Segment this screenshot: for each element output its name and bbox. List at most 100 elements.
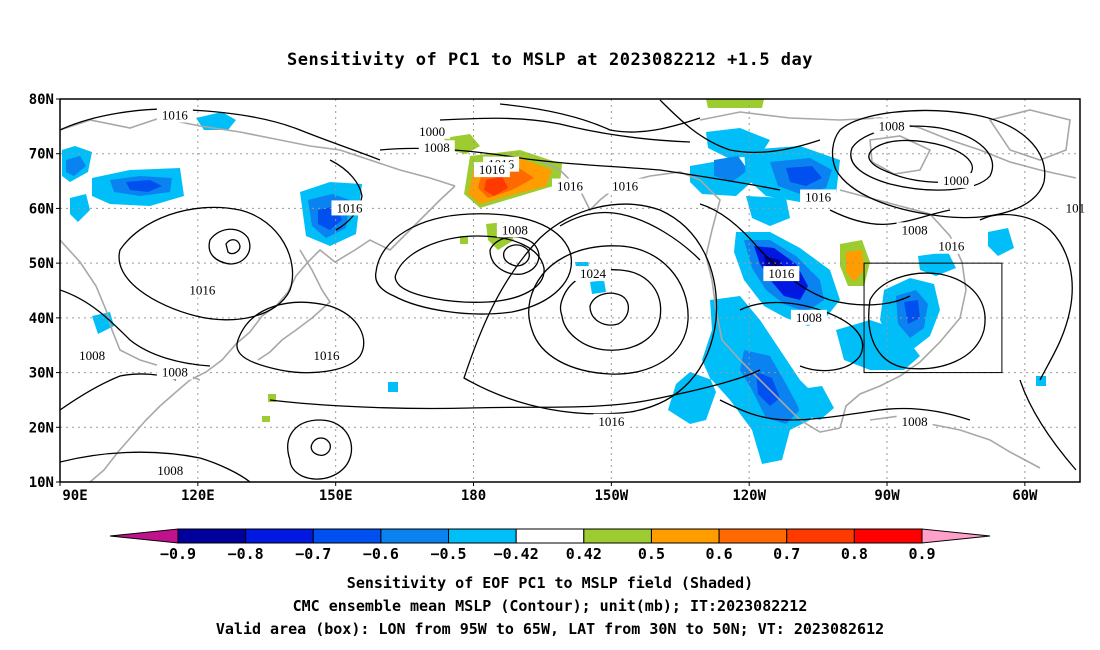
shade-patch-neg xyxy=(714,156,748,182)
contour-label: 1016 xyxy=(189,283,216,298)
shade-patch-pos xyxy=(484,176,508,196)
lon-tick-label: 120E xyxy=(181,488,215,504)
mslp-contour xyxy=(236,301,365,374)
colorbar-bin xyxy=(448,528,517,544)
lon-tick-label: 90W xyxy=(874,488,900,504)
coastline xyxy=(539,159,841,433)
colorbar-tick-label: 0.7 xyxy=(773,545,800,563)
mslp-contour xyxy=(868,272,986,370)
colorbar-tick-label: −0.8 xyxy=(228,545,264,563)
mslp-contour xyxy=(439,117,691,143)
contour-label: 1008 xyxy=(902,414,928,429)
contour-label-bg xyxy=(896,413,933,429)
mslp-contour xyxy=(463,203,718,415)
contour-label-bg xyxy=(156,364,193,380)
colorbar-extend-high xyxy=(921,528,991,544)
mslp-contour xyxy=(659,99,821,154)
contour-label-bg xyxy=(184,282,221,298)
lon-tick-label: 150E xyxy=(319,488,353,504)
contour-label-bg xyxy=(308,348,345,364)
contour-label: 1008 xyxy=(424,140,450,155)
contour-label: 1016 xyxy=(336,200,363,215)
contour-label-bg xyxy=(473,162,510,178)
mslp-contour xyxy=(559,269,662,351)
contour-label: 1008 xyxy=(162,365,188,380)
mslp-contour xyxy=(831,109,1046,219)
mslp-contour xyxy=(208,228,251,265)
shade-patch-neg xyxy=(66,156,86,176)
colorbar-bin xyxy=(380,528,450,544)
colorbar-bin xyxy=(177,528,247,544)
contour-label: 1016 xyxy=(313,348,340,363)
mslp-contour xyxy=(225,239,241,255)
contour-label-bg xyxy=(873,118,910,134)
mslp-contour xyxy=(559,211,701,261)
contour-label-bg xyxy=(607,178,644,194)
contour-label: 1008 xyxy=(157,463,183,478)
mslp-contour xyxy=(310,437,331,456)
coastline xyxy=(699,111,1077,179)
contour-label: 1016 xyxy=(162,107,189,122)
sensitivity-shading xyxy=(62,99,1046,464)
colorbar-bin xyxy=(650,528,720,544)
lat-tick-label: 80N xyxy=(29,92,54,108)
lon-tick-label: 180 xyxy=(461,488,486,504)
shade-patch-neg xyxy=(1036,376,1046,386)
contour-label-bg xyxy=(790,309,827,325)
mslp-contour xyxy=(1019,379,1077,471)
colorbar-bin xyxy=(786,528,855,544)
contour-label-bg xyxy=(74,348,111,364)
contour-label-bg xyxy=(331,200,368,216)
contour-label-bg xyxy=(414,123,451,139)
shade-patch-neg xyxy=(590,280,606,294)
colorbar-labels: −0.9 −0.8 −0.7 −0.6 −0.5 −0.42 0.42 0.5 0.6 0.7 0.… xyxy=(160,545,936,563)
shade-patch-pos xyxy=(262,416,270,422)
colorbar-tick-label: −0.42 xyxy=(494,545,539,563)
lat-tick-label: 20N xyxy=(29,420,54,436)
mslp-contour xyxy=(528,245,689,375)
coastline xyxy=(60,117,456,187)
lat-tick-label: 50N xyxy=(29,256,54,272)
colorbar-bin xyxy=(583,528,652,544)
mslp-contour xyxy=(499,103,701,133)
contour-label-bg xyxy=(1061,200,1090,216)
contour-label: 1016 xyxy=(598,414,625,429)
mslp-contour xyxy=(60,451,251,482)
contour-label: 1016 xyxy=(768,266,795,281)
colorbar-tick-label: 0.5 xyxy=(638,545,665,563)
contour-label-bg xyxy=(937,173,974,189)
mslp-contour xyxy=(269,369,761,410)
mslp-contour xyxy=(329,159,363,231)
colorbar-tick-label: 0.8 xyxy=(841,545,868,563)
valid-area-box xyxy=(863,262,1003,374)
shade-patch-neg xyxy=(794,386,834,420)
lat-tick-label: 30N xyxy=(29,366,54,382)
mslp-contour xyxy=(719,399,971,421)
contour-label: 1016 xyxy=(612,179,639,194)
coastline xyxy=(869,415,1041,469)
mslp-contour xyxy=(502,244,530,267)
shade-patch-neg xyxy=(388,382,398,392)
colorbar xyxy=(109,528,991,544)
mslp-contour xyxy=(739,301,864,372)
mslp-contour xyxy=(60,108,381,161)
lon-tick-label: 120W xyxy=(732,488,766,504)
mslp-contour xyxy=(374,213,573,315)
coastline xyxy=(988,109,1071,161)
colorbar-tick-label: 0.42 xyxy=(566,545,602,563)
mslp-contours xyxy=(60,99,1077,482)
footer-line-valid-area: Valid area (box): LON from 95W to 65W, L… xyxy=(215,620,885,638)
contour-label-bg xyxy=(152,463,189,479)
shade-patch-neg xyxy=(918,252,956,276)
shade-patch-neg xyxy=(746,196,790,226)
mslp-contour xyxy=(118,206,294,321)
contour-label-bg xyxy=(896,222,933,238)
shade-patch-pos xyxy=(460,236,468,244)
contour-label-bg xyxy=(593,413,630,429)
shade-patch-neg xyxy=(126,180,162,192)
contour-label: 1008 xyxy=(879,118,905,133)
colorbar-bin xyxy=(312,528,382,544)
lat-tick-label: 10N xyxy=(29,475,54,491)
mslp-contour xyxy=(829,209,951,226)
footer-line-contour: CMC ensemble mean MSLP (Contour); unit(m… xyxy=(292,597,808,615)
